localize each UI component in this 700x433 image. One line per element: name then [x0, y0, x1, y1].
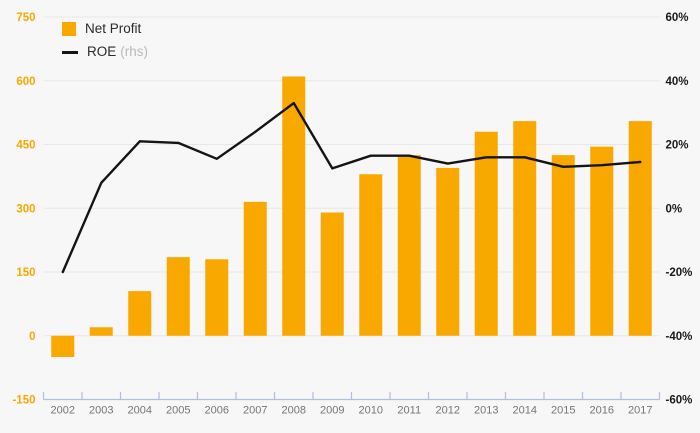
left-axis-label-150: 150 — [16, 267, 35, 279]
right-axis-label-60%: 60% — [666, 12, 689, 24]
x-axis-label-2016: 2016 — [590, 405, 614, 417]
legend-roe-suffix: (rhs) — [120, 44, 149, 59]
net-profit-bar-2013 — [474, 131, 498, 336]
roe-line-swatch-icon — [62, 50, 78, 54]
net-profit-bar-2006 — [205, 259, 229, 336]
legend-net-profit-label: Net Profit — [85, 21, 142, 36]
legend-roe-label: ROE (rhs) — [87, 44, 149, 59]
right-axis-label--20%: -20% — [666, 267, 693, 279]
net-profit-bar-2002 — [51, 335, 75, 357]
right-axis-label-0%: 0% — [666, 203, 683, 215]
x-axis-label-2003: 2003 — [89, 405, 113, 417]
x-axis-label-2005: 2005 — [166, 405, 190, 417]
x-axis-label-2007: 2007 — [243, 405, 267, 417]
right-axis-label--60%: -60% — [666, 395, 693, 407]
net-profit-bar-2005 — [166, 257, 190, 336]
right-axis-label-40%: 40% — [666, 76, 689, 88]
net-profit-bar-2011 — [397, 155, 421, 336]
left-axis-label-750: 750 — [16, 12, 35, 24]
net-profit-bar-2008 — [282, 76, 306, 336]
x-axis-label-2008: 2008 — [282, 405, 306, 417]
net-profit-bar-2004 — [128, 291, 152, 336]
legend-item-roe: ROE (rhs) — [62, 43, 148, 61]
net-profit-swatch-icon — [62, 22, 76, 36]
x-axis-label-2015: 2015 — [551, 405, 575, 417]
x-axis-label-2010: 2010 — [359, 405, 383, 417]
net-profit-bar-2012 — [436, 167, 460, 336]
x-axis-label-2014: 2014 — [513, 405, 537, 417]
x-axis-label-2006: 2006 — [205, 405, 229, 417]
right-axis-label--40%: -40% — [666, 331, 693, 343]
x-axis-label-2013: 2013 — [474, 405, 498, 417]
legend-item-net-profit: Net Profit — [62, 20, 148, 38]
left-axis-label-600: 600 — [16, 76, 35, 88]
net-profit-bar-2003 — [89, 327, 113, 336]
x-axis-label-2017: 2017 — [628, 405, 652, 417]
left-axis-label-0: 0 — [29, 331, 35, 343]
net-profit-bar-2007 — [243, 201, 267, 336]
x-axis-label-2009: 2009 — [320, 405, 344, 417]
chart-legend: Net Profit ROE (rhs) — [62, 20, 148, 61]
left-axis-label-300: 300 — [16, 203, 35, 215]
left-axis-label--150: -150 — [12, 395, 35, 407]
x-axis-label-2011: 2011 — [397, 405, 421, 417]
left-axis-label-450: 450 — [16, 140, 35, 152]
right-axis-label-20%: 20% — [666, 140, 689, 152]
net-profit-bar-2015 — [551, 155, 575, 336]
net-profit-bar-2016 — [590, 146, 614, 336]
x-axis-label-2012: 2012 — [436, 405, 460, 417]
net-profit-bar-2014 — [513, 121, 537, 336]
roe-line — [61, 101, 642, 274]
net-profit-bar-2010 — [359, 174, 383, 336]
x-axis-label-2002: 2002 — [51, 405, 75, 417]
net-profit-bar-2009 — [320, 212, 344, 336]
x-axis-label-2004: 2004 — [128, 405, 152, 417]
net-profit-bar-2017 — [628, 121, 652, 336]
